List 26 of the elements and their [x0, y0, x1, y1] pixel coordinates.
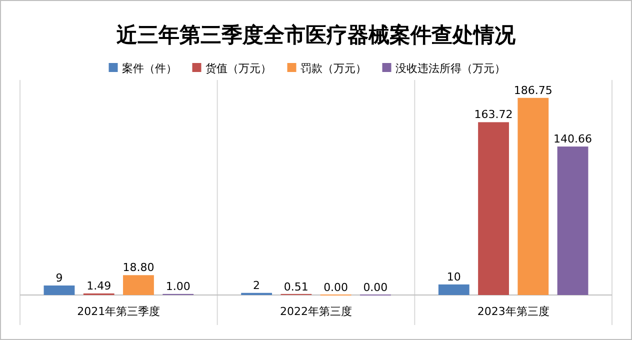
data-label: 186.75 [514, 84, 552, 97]
x-tick-label: 2023年第三度 [477, 305, 550, 318]
data-label: 140.66 [554, 132, 592, 146]
bar [478, 122, 509, 295]
data-label: 18.80 [122, 261, 154, 274]
bar [123, 275, 154, 295]
x-tick-label: 2022年第三度 [280, 305, 352, 318]
legend-label: 案件（件） [122, 62, 177, 75]
data-label: 1.00 [166, 280, 190, 293]
data-label: 0.51 [284, 280, 308, 294]
bar [518, 98, 549, 295]
data-label: 2 [253, 278, 260, 292]
chart-title: 近三年第三季度全市医疗器械案件查处情况 [116, 23, 516, 47]
bar [557, 146, 588, 295]
data-label: 0.00 [324, 281, 348, 294]
legend-label: 罚款（万元） [300, 62, 366, 75]
legend-label: 没收违法所得（万元） [395, 62, 506, 75]
bar [438, 284, 470, 295]
data-label: 9 [56, 272, 63, 284]
x-tick-label: 2021年第三季度 [77, 305, 160, 318]
data-label: 163.72 [474, 108, 513, 122]
data-label: 1.49 [86, 279, 112, 292]
legend-label: 货值（万元） [205, 62, 272, 75]
data-label: 0.00 [363, 281, 388, 294]
data-label: 10 [446, 270, 461, 284]
bar [44, 286, 75, 295]
